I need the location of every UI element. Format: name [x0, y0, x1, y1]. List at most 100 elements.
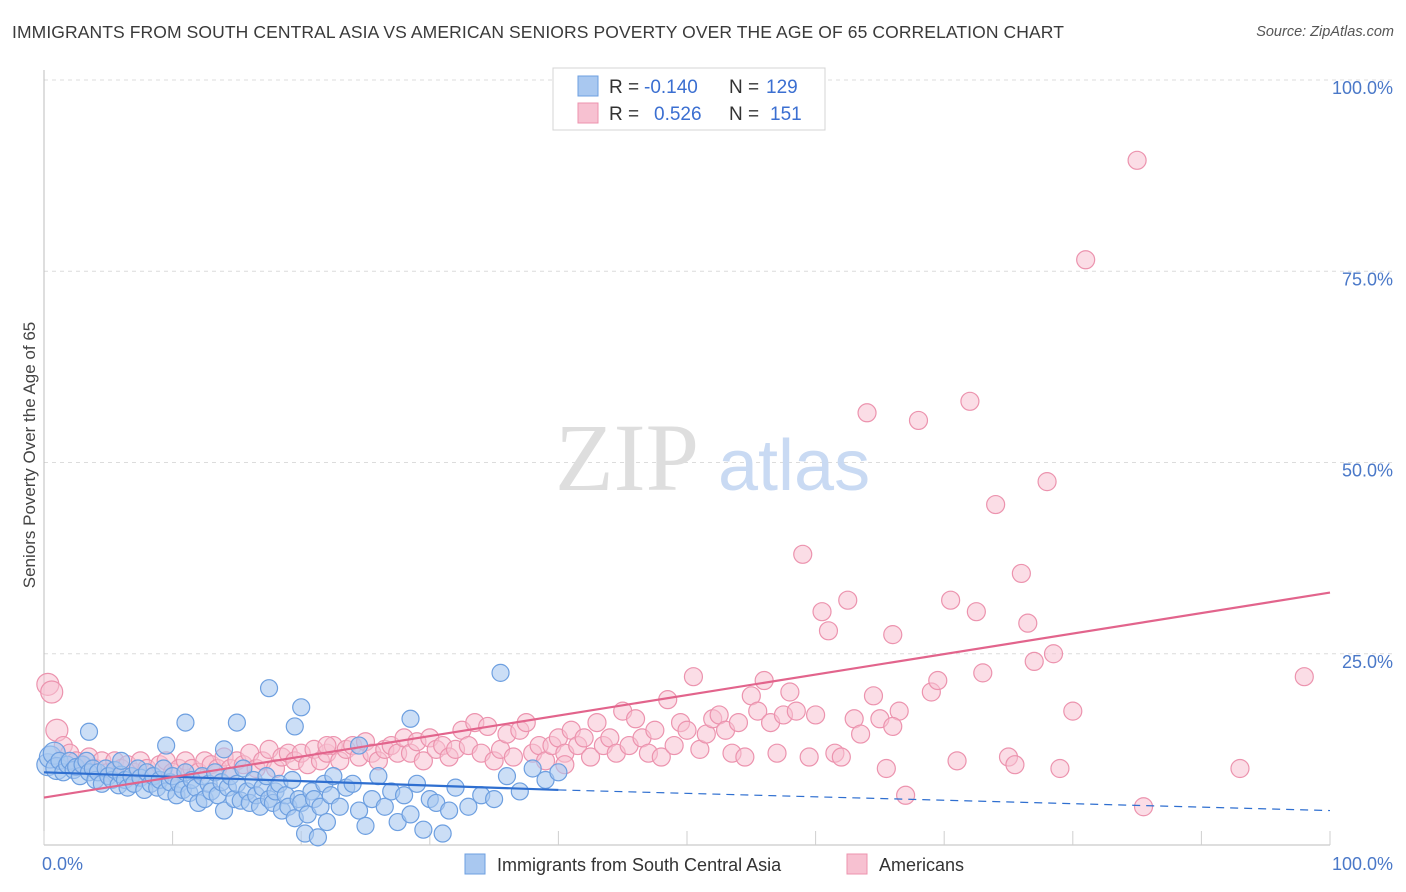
blue-point	[485, 789, 504, 809]
pink-point	[818, 621, 839, 641]
blue-point	[433, 824, 452, 843]
blue-point	[369, 767, 388, 786]
y-tick-label: 25.0%	[1342, 652, 1393, 672]
pink-point	[1018, 613, 1038, 633]
pink-point	[1024, 651, 1044, 672]
blue-point	[112, 751, 131, 770]
pink-point	[503, 747, 523, 767]
pink-point	[966, 602, 986, 622]
pink-point	[1294, 667, 1314, 687]
bottom-legend-label-pink: Americans	[879, 855, 964, 875]
pink-point	[851, 724, 871, 744]
bottom-legend: Immigrants from South Central Asia Ameri…	[464, 853, 964, 875]
blue-trend-extension	[558, 789, 1331, 812]
pink-point	[876, 758, 896, 779]
pink-point	[767, 743, 787, 763]
blue-point	[214, 801, 234, 820]
pink-point	[857, 403, 877, 423]
y-tick-label: 100.0%	[1332, 78, 1393, 98]
blue-point	[549, 763, 568, 782]
chart-source: Source: ZipAtlas.com	[1256, 24, 1394, 40]
pink-point	[1076, 250, 1096, 270]
pink-point	[728, 712, 749, 733]
blue-point	[227, 713, 246, 732]
blue-point	[259, 679, 279, 698]
pink-point	[960, 391, 980, 411]
pink-point	[645, 720, 665, 740]
pink-point	[973, 663, 993, 683]
pink-trend-line	[43, 591, 1331, 799]
legend-swatch-pink	[577, 102, 599, 124]
legend-r-value-2: 0.526	[654, 104, 702, 125]
blue-point	[491, 663, 510, 682]
blue-point	[414, 820, 433, 839]
pink-point	[780, 682, 800, 702]
grid-layer	[44, 79, 1392, 655]
pink-point	[831, 747, 851, 767]
blue-point	[401, 805, 420, 824]
blue-point	[308, 828, 328, 847]
pink-point	[1133, 797, 1154, 817]
pink-point	[1011, 563, 1031, 584]
bottom-legend-label-blue: Immigrants from South Central Asia	[497, 855, 782, 875]
series-immigrants	[36, 663, 568, 847]
pink-point	[1127, 150, 1147, 170]
blue-point	[311, 797, 330, 816]
blue-point	[349, 801, 369, 820]
legend-n-value-1: 129	[766, 77, 798, 98]
pink-point	[896, 785, 916, 805]
pink-point	[413, 751, 433, 771]
pink-point	[1063, 701, 1083, 721]
pink-point	[883, 716, 903, 737]
blue-point	[356, 816, 375, 835]
pink-point	[1005, 755, 1025, 775]
blue-point	[79, 722, 99, 741]
pink-point	[651, 747, 671, 767]
pink-point	[812, 602, 832, 622]
pink-point	[928, 670, 948, 691]
pink-point	[40, 680, 64, 704]
legend-r-value-1: -0.140	[644, 77, 698, 98]
legend-r-label-2: R =	[609, 104, 639, 125]
blue-point	[375, 797, 394, 816]
y-tick-label: 75.0%	[1342, 269, 1393, 289]
pink-point	[664, 735, 684, 756]
legend-n-label-2: N =	[729, 104, 759, 125]
blue-point	[285, 717, 304, 736]
pink-point	[683, 667, 704, 687]
chart-title: IMMIGRANTS FROM SOUTH CENTRAL ASIA VS AM…	[12, 22, 1064, 42]
blue-point	[330, 797, 349, 816]
pink-point	[863, 686, 884, 706]
watermark-atlas: atlas	[718, 426, 870, 506]
blue-point	[176, 713, 195, 732]
bottom-legend-swatch-blue	[464, 853, 486, 875]
blue-point	[497, 767, 517, 786]
pink-point	[838, 590, 858, 610]
pink-point	[793, 544, 813, 564]
blue-point	[214, 740, 234, 759]
pink-point	[941, 590, 961, 610]
pink-point	[1037, 472, 1057, 492]
pink-point	[587, 712, 607, 733]
pink-point	[786, 701, 806, 721]
blue-point	[439, 801, 459, 820]
legend-n-value-2: 151	[770, 104, 802, 125]
pink-point	[317, 735, 337, 756]
blue-point	[394, 786, 414, 805]
bottom-legend-swatch-pink	[846, 853, 868, 875]
pink-point	[908, 410, 929, 431]
pink-point	[805, 705, 826, 725]
watermark-zip: ZIP	[555, 404, 699, 511]
pink-point	[799, 747, 819, 767]
blue-point	[157, 736, 176, 755]
legend-box: R = -0.140 N = 129 R = 0.526 N = 151	[552, 67, 826, 131]
pink-point	[748, 701, 768, 721]
pink-point	[735, 747, 755, 767]
pink-point	[986, 494, 1006, 515]
legend-swatch-blue	[577, 75, 599, 97]
blue-point	[510, 782, 529, 801]
y-axis-label: Seniors Poverty Over the Age of 65	[20, 322, 39, 588]
blue-point	[317, 812, 337, 832]
pink-point	[580, 747, 601, 767]
legend-r-label-1: R =	[609, 77, 639, 98]
